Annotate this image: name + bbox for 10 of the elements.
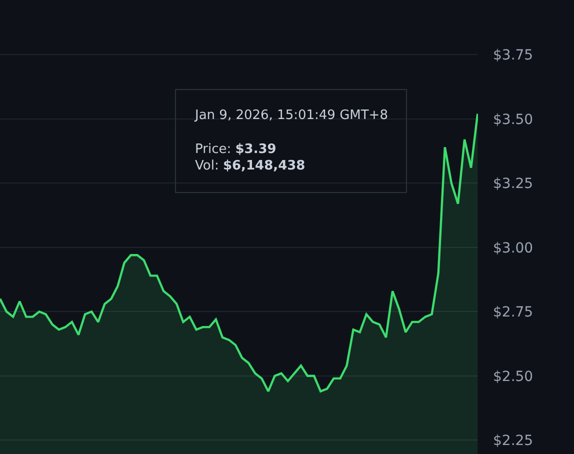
y-tick-label: $3.25 <box>493 176 534 192</box>
annotation: Price: $3.39 <box>195 142 276 157</box>
annotation: Jan 9, 2026, 15:01:49 GMT+8 <box>194 108 388 123</box>
y-tick-label: $2.50 <box>493 368 534 385</box>
y-tick-label: $2.75 <box>493 304 534 321</box>
y-tick-label: $3.00 <box>493 240 534 256</box>
annotation: Vol: $6,148,438 <box>195 158 306 174</box>
y-tick-label: $2.25 <box>493 433 534 450</box>
y-tick-label: $3.75 <box>493 48 534 64</box>
y-tick-label: $3.50 <box>493 112 534 128</box>
